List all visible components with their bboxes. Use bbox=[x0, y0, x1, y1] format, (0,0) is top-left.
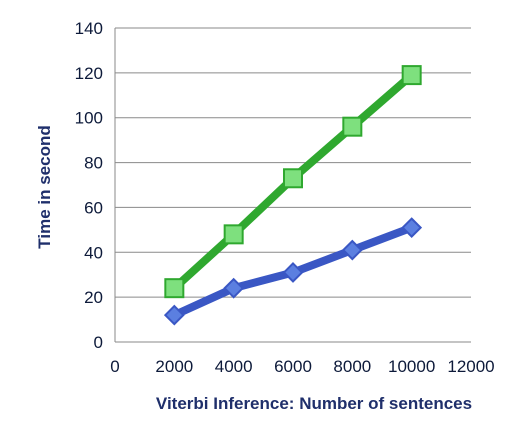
data-point-square bbox=[342, 116, 363, 137]
data-point-square bbox=[401, 65, 422, 86]
series-1 bbox=[164, 65, 422, 299]
data-point-diamond bbox=[341, 239, 363, 261]
y-tick-label: 100 bbox=[75, 109, 103, 128]
x-tick-label: 4000 bbox=[215, 357, 253, 376]
y-axis-title: Time in second bbox=[35, 125, 54, 248]
y-tick-label: 80 bbox=[84, 154, 103, 173]
data-point-square bbox=[223, 224, 244, 245]
y-tick-label: 0 bbox=[94, 333, 103, 352]
y-tick-label: 60 bbox=[84, 198, 103, 217]
data-point-diamond bbox=[282, 262, 304, 283]
data-point-diamond bbox=[163, 304, 185, 326]
y-tick-labels: 0 20 40 60 80 100 120 140 bbox=[75, 19, 103, 352]
y-tick-label: 40 bbox=[84, 243, 103, 262]
series-2 bbox=[163, 217, 423, 326]
x-tick-labels: 0 2000 4000 6000 8000 10000 12000 bbox=[110, 357, 494, 376]
data-point-diamond bbox=[401, 217, 423, 239]
x-tick-label: 10000 bbox=[388, 357, 435, 376]
x-tick-label: 6000 bbox=[274, 357, 312, 376]
x-tick-label: 12000 bbox=[447, 357, 494, 376]
series-layer bbox=[163, 65, 423, 326]
data-point-square bbox=[283, 168, 303, 189]
y-tick-label: 120 bbox=[75, 64, 103, 83]
x-tick-label: 2000 bbox=[155, 357, 193, 376]
gridlines bbox=[115, 27, 471, 298]
data-point-diamond bbox=[223, 277, 245, 299]
y-tick-label: 20 bbox=[84, 288, 103, 307]
x-tick-label: 0 bbox=[110, 357, 119, 376]
y-tick-label: 140 bbox=[75, 19, 103, 38]
x-axis-title: Viterbi Inference: Number of sentences bbox=[156, 394, 472, 413]
x-tick-label: 8000 bbox=[333, 357, 371, 376]
data-point-square bbox=[164, 278, 185, 299]
